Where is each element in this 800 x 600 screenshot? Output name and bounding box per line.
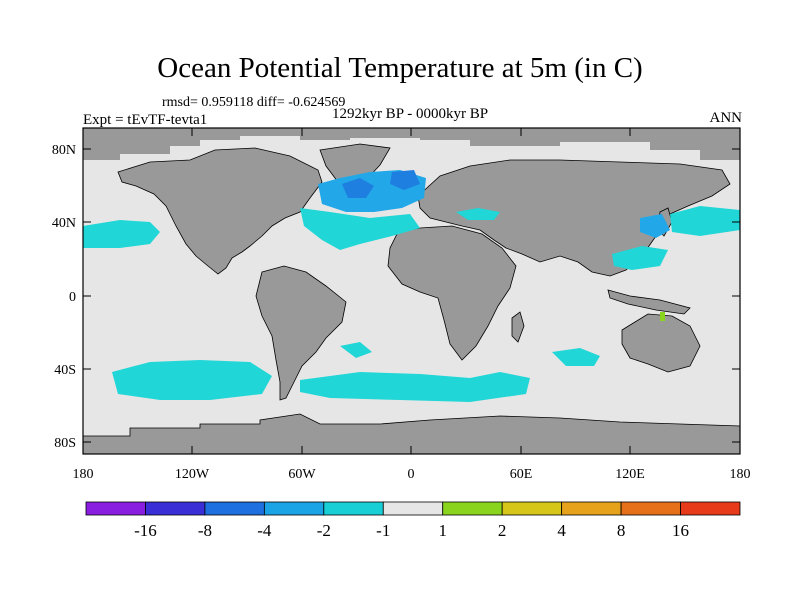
land-north-america <box>117 147 323 275</box>
anomaly-south-atlantic <box>300 372 530 402</box>
land-indonesia <box>607 289 691 315</box>
anomaly-south-pacific <box>112 360 272 400</box>
land-south-america <box>255 265 347 401</box>
lon-label-120w: 120W <box>175 467 210 482</box>
colorbar-label: -4 <box>257 521 272 540</box>
land-africa <box>387 225 517 361</box>
colorbar-swatch <box>382 501 444 516</box>
lon-ticks <box>82 128 741 454</box>
lon-label-180w: 180 <box>73 467 94 482</box>
colorbar-swatch <box>561 501 622 516</box>
colorbar-label: 1 <box>438 521 447 540</box>
colorbar-label: 2 <box>498 521 507 540</box>
anomaly-north-atlantic-band <box>300 208 420 250</box>
land-antarctica <box>82 413 741 455</box>
colorbar-label: -2 <box>317 521 331 540</box>
lon-label-60w: 60W <box>288 467 316 482</box>
lon-label-60e: 60E <box>510 467 533 482</box>
colorbar-swatch <box>680 501 741 516</box>
arctic-nodata <box>83 128 740 160</box>
colorbar-swatch <box>501 501 563 516</box>
anomaly-south-indian <box>552 348 600 366</box>
colorbar-swatch <box>323 501 384 516</box>
lat-label-80n: 80N <box>52 143 76 158</box>
land-madagascar <box>511 311 525 343</box>
colorbar-label: -16 <box>134 521 157 540</box>
anomaly-western-pacific <box>612 246 668 270</box>
lon-label-0: 0 <box>408 467 415 482</box>
lon-label-180e: 180 <box>730 467 751 482</box>
anomaly-mediterranean <box>456 208 500 220</box>
land-eurasia <box>417 159 731 277</box>
anomaly-labrador <box>342 178 374 198</box>
anomaly-japan-sea <box>640 214 670 238</box>
colorbar-label: -1 <box>376 521 390 540</box>
time-period-label: 1292kyr BP - 0000kyr BP <box>331 106 489 122</box>
lat-label-40s: 40S <box>54 363 76 378</box>
colorbar-label: -8 <box>198 521 212 540</box>
colorbar: -16 -8 -4 -2 -1 1 2 4 8 16 <box>85 501 741 540</box>
lat-ticks <box>83 148 740 443</box>
colorbar-swatch <box>85 501 146 516</box>
lat-label-0: 0 <box>69 290 76 305</box>
anomaly-north-pacific-east <box>83 220 160 248</box>
colorbar-swatch <box>442 501 503 516</box>
colorbar-swatch <box>145 501 206 516</box>
colorbar-swatch <box>620 501 681 516</box>
colorbar-label: 4 <box>557 521 566 540</box>
anomaly-south-atlantic-small <box>340 342 372 358</box>
colorbar-swatch <box>263 501 325 516</box>
cooling-regions-strong <box>342 170 420 198</box>
colorbar-swatch <box>204 501 265 516</box>
map-title: Ocean Potential Temperature at 5m (in C) <box>157 52 643 84</box>
colorbar-label: 16 <box>672 521 689 540</box>
season-label: ANN <box>709 110 743 126</box>
lat-label-80s: 80S <box>54 436 76 451</box>
lat-label-40n: 40N <box>52 216 76 231</box>
lon-label-120e: 120E <box>615 467 645 482</box>
anomaly-warm-new-guinea <box>660 312 665 321</box>
colorbar-label: 8 <box>617 521 626 540</box>
rmsd-diff-stats: rmsd= 0.959118 diff= -0.624569 <box>162 95 346 110</box>
experiment-label: Expt = tEvTF-tevta1 <box>83 112 208 128</box>
cooling-regions-light <box>83 206 740 402</box>
anomaly-nordic-seas <box>390 170 420 190</box>
anomaly-north-pacific-west <box>670 206 740 236</box>
